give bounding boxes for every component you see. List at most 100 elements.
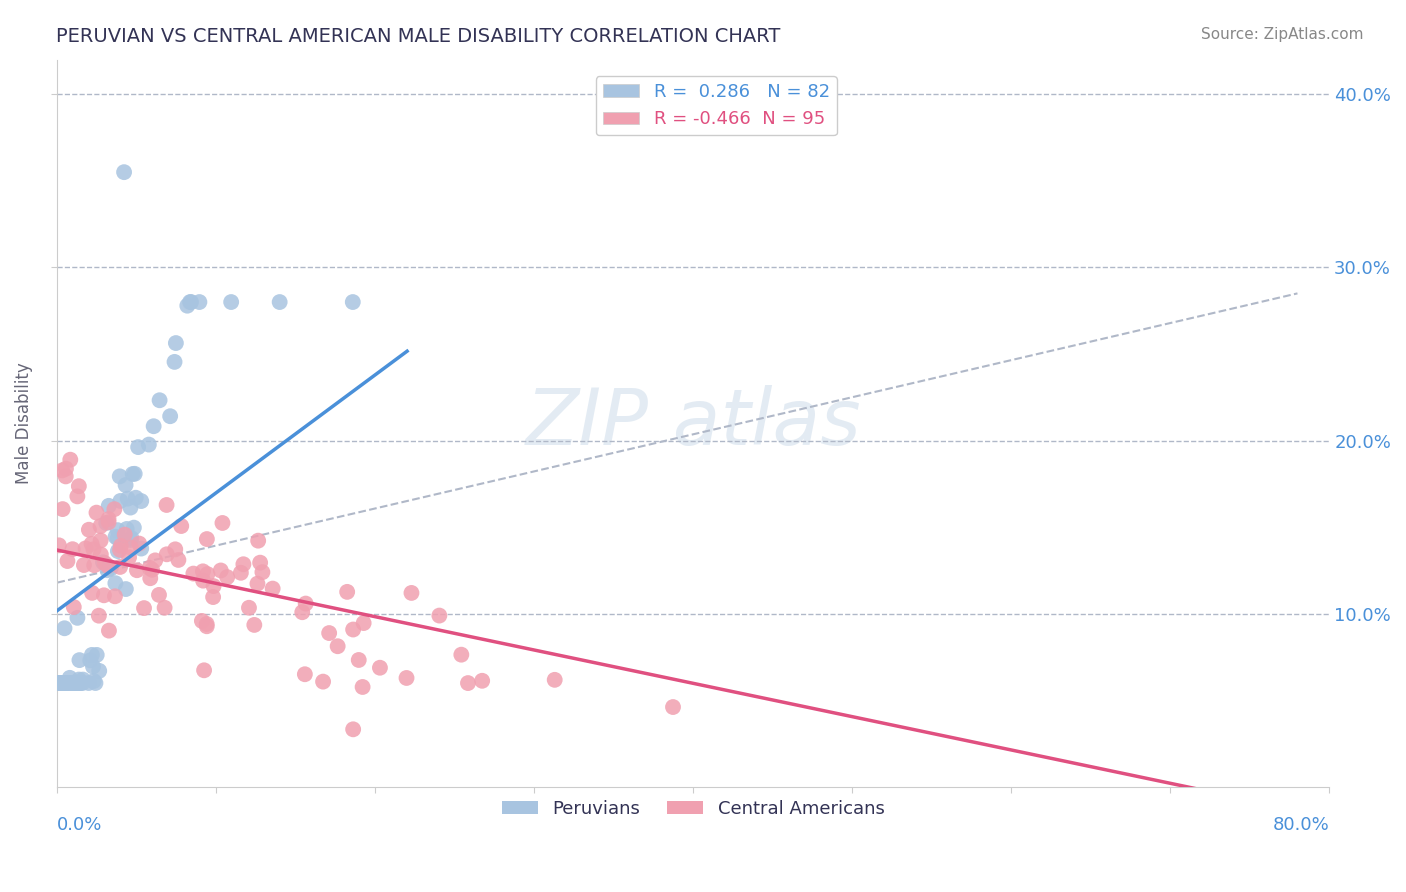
Point	[115, 522, 138, 536]
Point	[97, 516, 120, 530]
Point	[129, 494, 152, 508]
Point	[117, 491, 139, 506]
Point	[141, 563, 163, 577]
Point	[96, 516, 118, 530]
Point	[128, 536, 150, 550]
Point	[51, 676, 73, 690]
Point	[193, 663, 215, 677]
Point	[165, 336, 187, 351]
Point	[82, 542, 104, 557]
Point	[48, 538, 70, 552]
Point	[353, 615, 375, 630]
Point	[53, 621, 76, 635]
Point	[191, 565, 214, 579]
Point	[427, 608, 450, 623]
Point	[132, 601, 155, 615]
Point	[127, 440, 149, 454]
Point	[107, 544, 129, 558]
Point	[93, 588, 115, 602]
Point	[342, 723, 364, 737]
Point	[163, 355, 186, 369]
Point	[183, 566, 205, 581]
Point	[209, 564, 232, 578]
Point	[62, 676, 84, 690]
Point	[544, 673, 567, 687]
Point	[195, 617, 218, 632]
Point	[124, 467, 146, 481]
Point	[73, 558, 96, 572]
Point	[247, 533, 270, 548]
Point	[121, 531, 143, 545]
Point	[97, 499, 120, 513]
Point	[62, 676, 84, 690]
Point	[97, 559, 120, 574]
Point	[326, 639, 349, 653]
Point	[82, 659, 104, 673]
Point	[291, 605, 314, 619]
Point	[457, 676, 479, 690]
Point	[80, 537, 103, 551]
Point	[179, 295, 201, 310]
Point	[219, 295, 242, 310]
Point	[89, 664, 111, 678]
Point	[67, 673, 90, 687]
Point	[202, 590, 225, 604]
Text: 0.0%: 0.0%	[58, 816, 103, 834]
Point	[107, 532, 129, 546]
Point	[97, 512, 120, 526]
Point	[66, 489, 89, 503]
Point	[120, 533, 142, 547]
Point	[176, 299, 198, 313]
Point	[155, 498, 177, 512]
Point	[114, 527, 136, 541]
Point	[63, 676, 86, 690]
Point	[51, 676, 73, 690]
Point	[55, 676, 77, 690]
Point	[156, 547, 179, 561]
Point	[83, 558, 105, 573]
Point	[55, 676, 77, 690]
Point	[63, 676, 86, 690]
Text: PERUVIAN VS CENTRAL AMERICAN MALE DISABILITY CORRELATION CHART: PERUVIAN VS CENTRAL AMERICAN MALE DISABI…	[56, 27, 780, 45]
Point	[97, 624, 120, 638]
Point	[69, 676, 91, 690]
Point	[63, 676, 86, 690]
Text: ZIP atlas: ZIP atlas	[526, 385, 860, 461]
Point	[195, 619, 218, 633]
Point	[294, 667, 316, 681]
Point	[129, 541, 152, 556]
Point	[342, 623, 364, 637]
Point	[49, 676, 72, 690]
Point	[86, 648, 108, 662]
Point	[143, 553, 166, 567]
Point	[167, 553, 190, 567]
Point	[108, 542, 131, 557]
Point	[170, 519, 193, 533]
Point	[368, 661, 391, 675]
Point	[180, 295, 202, 310]
Point	[662, 700, 685, 714]
Point	[232, 558, 254, 572]
Point	[62, 542, 84, 557]
Point	[249, 556, 271, 570]
Point	[118, 550, 141, 565]
Point	[59, 452, 82, 467]
Point	[94, 556, 117, 570]
Point	[103, 502, 125, 516]
Point	[65, 676, 87, 690]
Point	[142, 419, 165, 434]
Point	[90, 548, 112, 562]
Point	[86, 506, 108, 520]
Point	[450, 648, 472, 662]
Point	[51, 676, 73, 690]
Y-axis label: Male Disability: Male Disability	[15, 362, 32, 484]
Point	[65, 676, 87, 690]
Point	[51, 676, 73, 690]
Point	[89, 519, 111, 533]
Point	[269, 295, 291, 310]
Point	[202, 579, 225, 593]
Point	[51, 463, 73, 477]
Point	[211, 516, 233, 530]
Point	[55, 469, 77, 483]
Point	[107, 523, 129, 537]
